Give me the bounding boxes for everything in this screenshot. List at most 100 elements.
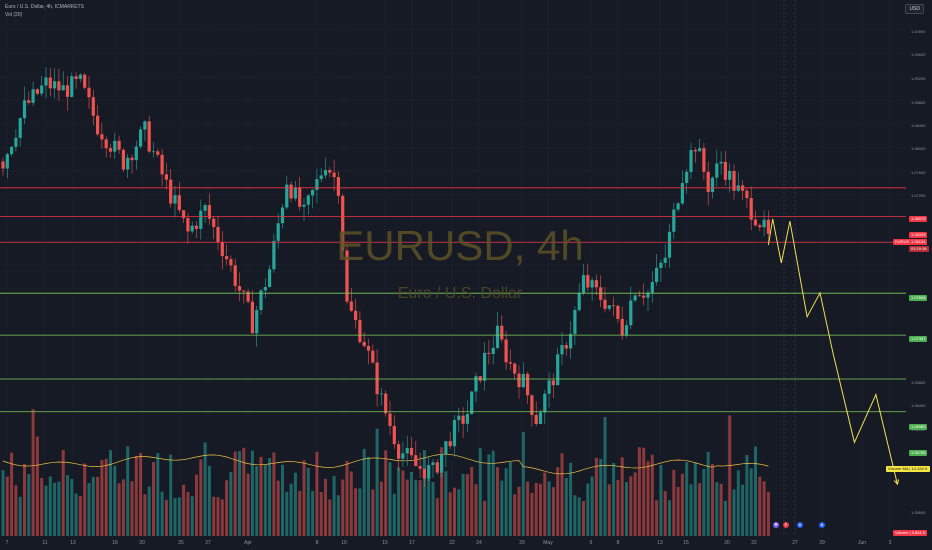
support-price-badge: 1.06706 — [909, 450, 928, 456]
candle-body — [27, 100, 31, 103]
volume-bar — [358, 488, 362, 536]
volume-bar — [672, 469, 676, 536]
candle-body — [637, 295, 641, 297]
volume-badge: Volume | 3.694 K — [893, 530, 928, 536]
candle-body — [440, 454, 444, 473]
candle-body — [311, 189, 315, 196]
currency-button[interactable]: USD — [905, 4, 924, 14]
volume-bar — [5, 476, 9, 536]
volume-bar — [655, 500, 659, 536]
candle-body — [573, 310, 577, 334]
volume-bar — [319, 492, 323, 536]
volume-bar — [238, 451, 241, 536]
time-axis-label: 15 — [683, 540, 689, 546]
volume-bar — [332, 475, 336, 536]
volume-bar — [435, 498, 439, 536]
price-axis-label: 1.07200 — [911, 193, 926, 198]
candle-body — [117, 140, 121, 150]
event-flag-icon[interactable]: ⚑ — [773, 522, 779, 528]
last-price-badge: 1.08124 — [909, 239, 928, 245]
candle-body — [96, 115, 100, 135]
candle-body — [349, 301, 353, 311]
volume-bar — [130, 481, 134, 536]
candle-body — [259, 290, 263, 311]
candle-body — [491, 347, 495, 354]
volume-bar — [182, 484, 186, 536]
candle-body — [354, 310, 358, 321]
volume-bar — [646, 461, 650, 536]
volume-bar — [607, 484, 611, 536]
candle-body — [35, 89, 39, 94]
volume-bar — [100, 460, 104, 536]
volume-bar — [177, 497, 181, 536]
volume-bar — [680, 473, 684, 536]
candle-body — [285, 184, 289, 208]
candle-body — [1, 161, 5, 169]
volume-bar — [143, 494, 147, 536]
volume-bar — [289, 483, 293, 536]
time-axis-label: 11 — [42, 540, 48, 546]
volume-bar — [384, 450, 388, 536]
volume-bar — [371, 489, 375, 536]
volume-bar — [31, 409, 35, 536]
volume-indicator-legend[interactable]: Vol (20) — [5, 12, 23, 18]
symbol-badge: EURUSD — [893, 239, 914, 245]
volume-bar — [285, 491, 289, 536]
candle-body — [427, 464, 431, 479]
candle-body — [108, 148, 113, 152]
candle-body — [65, 85, 70, 97]
candle-body — [237, 286, 242, 291]
symbol-legend[interactable]: Euro / U.S. Dollar, 4h, ICMARKETS — [5, 4, 84, 10]
volume-bar — [470, 466, 474, 536]
volume-bar — [375, 428, 379, 536]
time-axis-label: 13 — [70, 540, 76, 546]
volume-bar — [582, 500, 585, 536]
earnings-icon[interactable]: E — [783, 522, 789, 528]
volume-bar — [539, 483, 542, 536]
price-axis-label: 1.09600 — [911, 52, 926, 57]
candle-body — [61, 85, 65, 91]
volume-bar — [336, 495, 340, 536]
volume-bar — [754, 446, 757, 536]
volume-bar — [603, 417, 607, 536]
candle-body — [293, 187, 297, 199]
volume-bar — [414, 479, 418, 536]
candle-body — [246, 291, 250, 302]
candle-body — [315, 179, 319, 190]
candle-body — [581, 275, 586, 294]
candle-body — [534, 415, 538, 425]
candle-body — [646, 292, 650, 298]
volume-bar — [121, 479, 125, 536]
candle-body — [401, 453, 405, 459]
time-axis-label: 27 — [205, 540, 211, 546]
candle-body — [134, 146, 138, 161]
economic-event-icon[interactable]: ● — [797, 522, 803, 528]
candle-body — [70, 76, 74, 97]
volume-bar — [250, 450, 254, 536]
volume-bar — [74, 493, 78, 536]
volume-bar — [173, 498, 177, 536]
time-axis-label: 17 — [409, 540, 415, 546]
economic-event-icon[interactable]: ● — [819, 522, 825, 528]
candle-body — [220, 242, 224, 257]
candle-body — [250, 301, 254, 334]
time-axis-label: 7 — [5, 540, 9, 546]
volume-bar — [732, 489, 736, 536]
candle-body — [452, 420, 457, 447]
volume-bar — [702, 468, 706, 536]
candle-body — [83, 74, 87, 88]
candle-body — [233, 265, 237, 287]
candle-body — [169, 179, 173, 204]
candle-body — [18, 118, 22, 138]
volume-bar — [276, 480, 280, 536]
volume-bar — [478, 448, 482, 536]
volume-bar — [491, 450, 495, 536]
candle-body — [409, 447, 414, 456]
volume-bar — [220, 499, 224, 536]
volume-bar — [418, 480, 422, 536]
volume-bar — [723, 500, 727, 536]
volume-bar — [324, 478, 327, 536]
volume-bar — [242, 447, 246, 536]
time-axis-label: 29 — [819, 540, 825, 546]
